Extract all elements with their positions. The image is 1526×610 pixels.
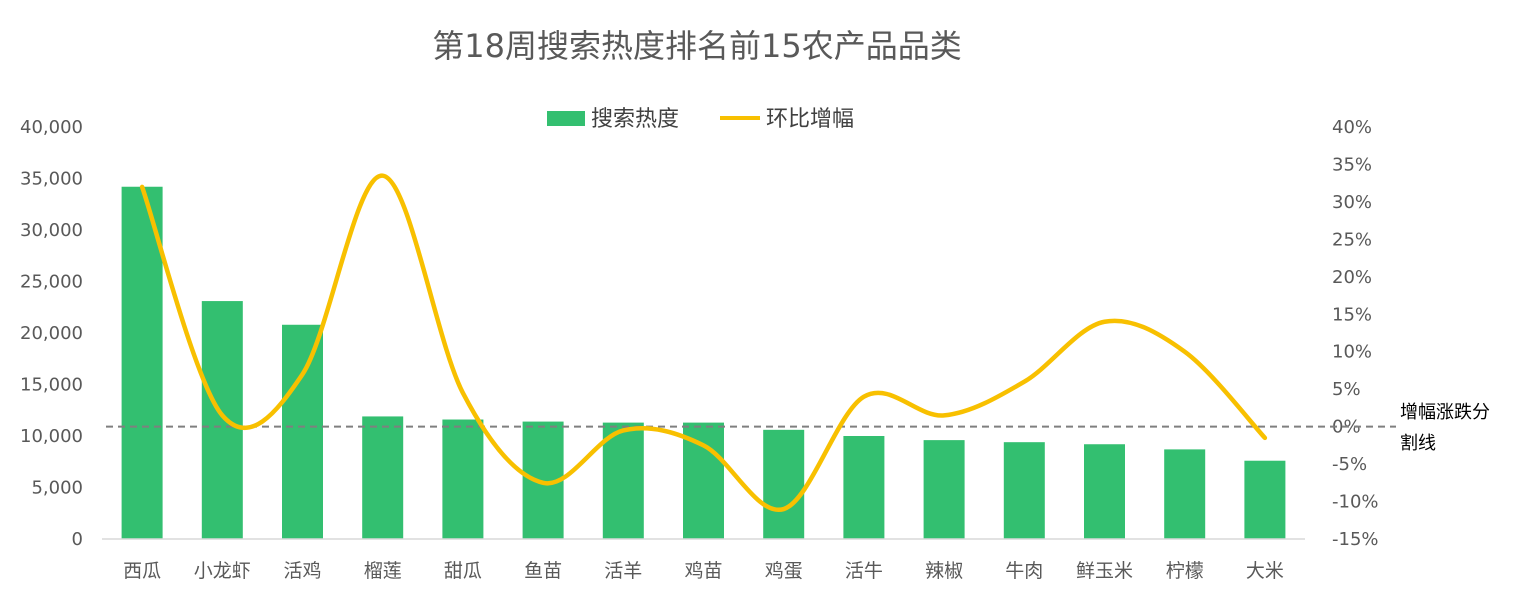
bar [923,440,965,539]
left-axis-ticks: 0 5,000 10,000 15,000 20,000 25,000 30,000 35,0… [20,117,83,550]
chart-title: 第18周搜索热度排名前15农产品品类 [432,27,961,65]
legend: 搜索热度 环比增幅 [547,107,854,132]
left-axis-tick-label: 20,000 [20,323,83,344]
legend-bar-swatch [547,111,585,126]
category-label: 牛肉 [1005,560,1043,582]
category-label: 鱼苗 [524,560,562,582]
bar [683,422,724,539]
category-label: 活牛 [845,560,883,582]
right-axis-tick-label: -10% [1332,492,1379,513]
category-label: 鸡蛋 [765,560,803,582]
right-axis-tick-label: 40% [1332,117,1372,138]
bar [362,416,404,539]
category-label: 鲜玉米 [1076,560,1133,582]
left-axis-tick-label: 5,000 [31,478,83,499]
category-label: 西瓜 [123,560,161,582]
reference-line-label-2: 割线 [1400,433,1436,454]
bar [201,301,243,539]
category-label: 柠檬 [1166,560,1204,582]
right-axis-tick-label: -15% [1332,529,1379,550]
category-label: 大米 [1246,560,1284,582]
bar [1244,460,1286,539]
right-axis-tick-label: 35% [1332,154,1372,175]
bar [1003,442,1045,539]
legend-bar-label: 搜索热度 [591,107,679,132]
left-axis-tick-label: 30,000 [20,220,83,241]
category-label: 活鸡 [283,560,321,582]
bar [843,436,885,539]
bar [602,422,644,539]
left-axis-tick-label: 0 [72,529,83,550]
bar [763,429,805,539]
category-label: 小龙虾 [194,560,251,582]
right-axis-tick-label: 10% [1332,342,1372,363]
category-label: 辣椒 [925,560,963,582]
reference-line-label-1: 增幅涨跌分 [1400,402,1490,423]
category-label: 甜瓜 [444,560,482,582]
growth-line [139,173,1268,512]
legend-line-label: 环比增幅 [766,107,854,132]
bar-series [121,186,1286,540]
bar [1084,444,1125,539]
category-label: 榴莲 [364,560,402,582]
left-axis-tick-label: 25,000 [20,272,83,293]
bar [442,419,484,539]
right-axis-tick-label: -5% [1332,454,1367,475]
left-axis-tick-label: 40,000 [20,117,83,138]
bar [1164,449,1206,539]
category-label: 活羊 [604,560,642,582]
category-labels: 西瓜 小龙虾 活鸡 榴莲 甜瓜 鱼苗 活羊 鸡苗 鸡蛋 活牛 辣椒 牛肉 鲜玉米 柠檬 大米 [123,560,1284,582]
right-axis-tick-label: 30% [1332,192,1372,213]
right-axis-tick-label: 25% [1332,229,1372,250]
right-axis-tick-label: 15% [1332,304,1372,325]
category-label: 鸡苗 [684,560,722,582]
left-axis-tick-label: 10,000 [20,426,83,447]
bar [282,324,323,539]
right-axis-tick-label: 20% [1332,267,1372,288]
left-axis-tick-label: 15,000 [20,375,83,396]
bar [121,186,163,540]
right-axis-tick-label: 5% [1332,379,1361,400]
left-axis-tick-label: 35,000 [20,169,83,190]
right-axis-ticks: -15%-10%-5%0%5%10%15%20%25%30%35%40% [1332,117,1379,550]
